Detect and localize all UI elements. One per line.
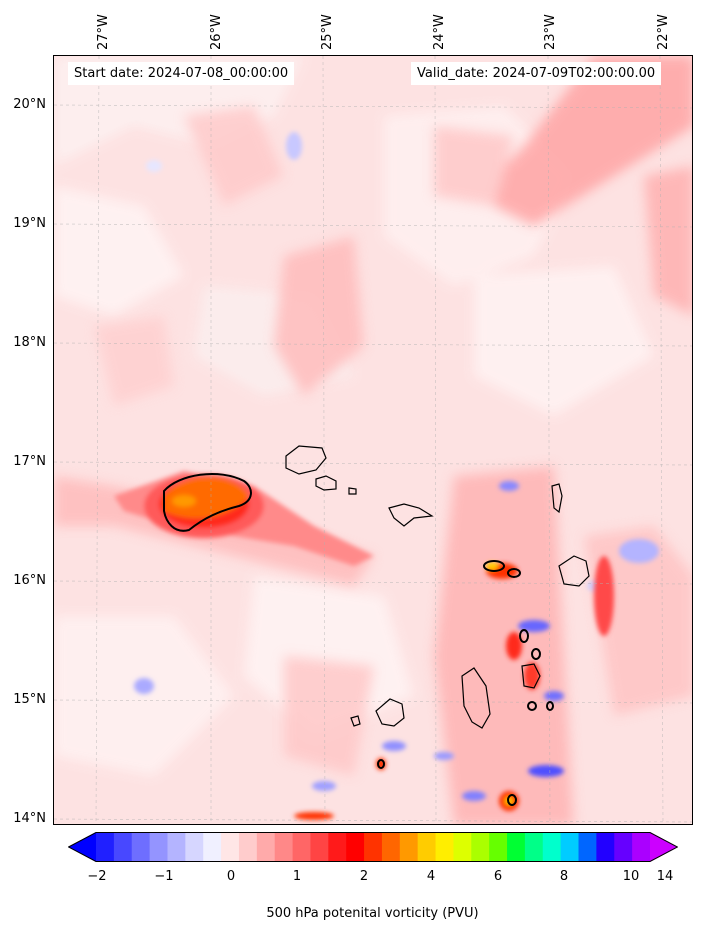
colorbar-segment — [471, 832, 490, 862]
colorbar-tick: 14 — [656, 869, 674, 884]
santo-antao-coast — [285, 445, 327, 475]
colorbar-segment — [167, 832, 186, 862]
lat-label-18n: 18°N — [13, 335, 46, 350]
lat-label-19n: 19°N — [13, 216, 46, 231]
colorbar-segment — [524, 832, 544, 862]
lat-label-20n: 20°N — [13, 97, 46, 112]
pv-band — [114, 471, 614, 820]
lon-label-25w: 25°W — [320, 14, 335, 50]
colorbar-segment — [274, 832, 294, 862]
pv-negative-patches — [134, 132, 659, 801]
lat-label-15n: 15°N — [13, 692, 46, 707]
colorbar-segment — [507, 832, 526, 862]
colorbar-segment — [542, 832, 562, 862]
sal-coast — [551, 483, 563, 514]
colorbar-tick: 0 — [226, 869, 236, 884]
colorbar-segment — [453, 832, 472, 862]
sao-vicente-coast — [315, 475, 337, 491]
lat-label-17n: 17°N — [13, 454, 46, 469]
colorbar-segment — [328, 832, 347, 862]
colorbar-segment — [614, 832, 633, 862]
map-panel — [53, 55, 693, 825]
colorbar-segment — [632, 832, 651, 862]
lon-label-27w: 27°W — [96, 14, 111, 50]
colorbar-segment — [596, 832, 615, 862]
colorbar-tick: −1 — [154, 869, 174, 884]
colorbar-segment — [435, 832, 454, 862]
start-date-label: Start date: 2024-07-08_00:00:00 — [68, 62, 295, 85]
boa-vista-coast — [558, 555, 590, 587]
maio-coast — [521, 663, 541, 689]
pv-contours — [163, 473, 554, 806]
colorbar-segment — [292, 832, 311, 862]
colorbar-segment — [310, 832, 329, 862]
island-coastlines — [285, 445, 590, 729]
santiago-coast — [461, 667, 491, 729]
graticule — [54, 56, 692, 824]
colorbar-segment — [238, 832, 258, 862]
colorbar-tick: 2 — [359, 869, 369, 884]
lon-label-23w: 23°W — [543, 14, 558, 50]
colorbar-tick: −2 — [87, 869, 107, 884]
colorbar-segment — [364, 832, 383, 862]
lat-label-16n: 16°N — [13, 573, 46, 588]
lon-label-24w: 24°W — [432, 14, 447, 50]
colorbar-segment — [96, 832, 115, 862]
colorbar-segment — [560, 832, 580, 862]
colorbar-tick: 4 — [426, 869, 436, 884]
colorbar-segment — [381, 832, 401, 862]
brava-coast — [350, 715, 361, 727]
colorbar-tick: 6 — [493, 869, 503, 884]
santa-luzia-coast — [348, 487, 357, 495]
colorbar-segment — [131, 832, 151, 862]
colorbar-segment — [578, 832, 597, 862]
colorbar-extend-min — [68, 832, 96, 862]
colorbar-label: 500 hPa potenital vorticity (PVU) — [266, 906, 479, 921]
colorbar-segment — [256, 832, 276, 862]
colorbar-segment — [417, 832, 437, 862]
valid-date-label: Valid_date: 2024-07-09T02:00:00.00 — [411, 62, 662, 85]
fogo-coast — [375, 698, 405, 727]
colorbar-segment — [399, 832, 419, 862]
colorbar-tick: 8 — [559, 869, 569, 884]
colorbar-segment — [221, 832, 240, 862]
lon-label-22w: 22°W — [656, 14, 671, 50]
sao-nicolau-coast — [388, 503, 434, 527]
colorbar-segment — [185, 832, 204, 862]
colorbar-segment — [346, 832, 365, 862]
colorbar-outline — [68, 832, 678, 862]
colorbar — [68, 832, 678, 862]
colorbar-extend-max — [650, 832, 678, 862]
colorbar-segment — [489, 832, 508, 862]
colorbar-segment — [113, 832, 133, 862]
colorbar-segment — [149, 832, 168, 862]
colorbar-tick: 1 — [292, 869, 302, 884]
lon-label-26w: 26°W — [209, 14, 224, 50]
pv-field-map — [54, 56, 692, 824]
lat-label-14n: 14°N — [13, 811, 46, 826]
colorbar-segment — [203, 832, 222, 862]
colorbar-tick: 10 — [622, 869, 640, 884]
